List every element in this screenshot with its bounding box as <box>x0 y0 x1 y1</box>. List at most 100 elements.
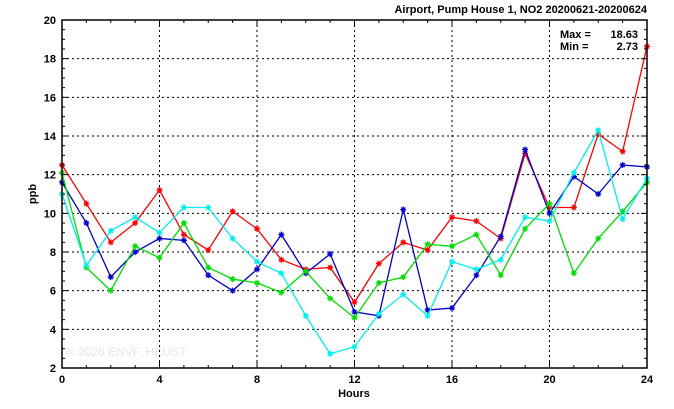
data-point <box>424 241 431 248</box>
min-value: 2.73 <box>617 41 638 53</box>
data-point <box>449 305 455 312</box>
data-point <box>83 220 90 226</box>
tick-marks <box>61 19 648 369</box>
data-point <box>132 214 139 221</box>
data-point <box>107 287 114 294</box>
data-point <box>156 235 163 242</box>
y-tick-label: 4 <box>50 324 57 336</box>
data-point <box>302 312 309 319</box>
data-point <box>205 247 212 254</box>
data-point <box>205 264 212 271</box>
y-tick-label: 2 <box>50 363 56 375</box>
data-point <box>107 274 114 281</box>
x-tick-label: 12 <box>348 374 360 386</box>
x-tick-label: 24 <box>641 374 654 386</box>
data-point <box>400 274 407 281</box>
data-point <box>400 291 407 298</box>
data-point <box>522 225 529 232</box>
y-tick-label: 18 <box>44 54 56 66</box>
data-point <box>83 200 90 207</box>
data-point <box>278 256 285 263</box>
x-tick-label: 8 <box>254 374 260 386</box>
data-point <box>595 235 602 242</box>
y-tick-label: 8 <box>50 247 56 259</box>
data-point <box>156 187 163 194</box>
x-tick-label: 20 <box>543 374 555 386</box>
data-point <box>254 258 260 265</box>
series-1 <box>59 43 650 306</box>
data-point <box>449 258 455 265</box>
x-axis-label: Hours <box>338 388 370 400</box>
data-point <box>424 312 431 319</box>
data-point <box>229 276 236 283</box>
data-point <box>327 295 334 302</box>
data-point <box>497 272 504 279</box>
data-point <box>351 343 358 350</box>
data-point <box>156 229 163 236</box>
y-tick-label: 20 <box>44 15 56 27</box>
data-point <box>327 264 334 271</box>
data-point <box>546 204 553 211</box>
data-point <box>424 247 431 254</box>
y-tick-label: 14 <box>44 131 57 143</box>
data-point <box>570 204 577 211</box>
x-tick-label: 16 <box>446 374 458 386</box>
x-tick-labels: 0 4 8 12 16 20 24 <box>59 374 654 386</box>
data-point <box>473 272 480 279</box>
data-point <box>132 243 139 250</box>
data-point <box>473 266 480 273</box>
data-point <box>375 310 382 317</box>
data-point <box>180 237 187 244</box>
data-point <box>473 218 480 225</box>
data-point <box>180 204 187 211</box>
data-point <box>595 191 602 197</box>
data-point <box>278 231 285 238</box>
data-point <box>595 127 602 134</box>
data-point <box>375 260 382 267</box>
data-point <box>107 239 114 246</box>
data-point <box>351 314 358 321</box>
data-point <box>619 162 626 168</box>
data-point <box>180 231 187 238</box>
data-point <box>278 289 285 296</box>
data-point <box>278 270 285 277</box>
data-point <box>327 250 334 257</box>
data-point <box>570 173 577 180</box>
data-point <box>254 225 260 232</box>
data-point <box>497 256 504 263</box>
data-point <box>522 146 529 153</box>
data-point <box>400 206 407 213</box>
data-point <box>180 220 187 226</box>
data-point <box>546 218 553 225</box>
data-point <box>254 266 260 273</box>
data-point <box>351 299 358 306</box>
min-label: Min = <box>560 41 588 53</box>
series-2 <box>59 146 650 319</box>
data-point <box>83 262 90 269</box>
data-point <box>107 227 114 234</box>
data-point <box>473 231 480 238</box>
data-point <box>546 210 553 217</box>
y-tick-label: 10 <box>44 208 56 220</box>
data-point <box>229 208 236 215</box>
max-label: Max = <box>560 29 591 41</box>
y-tick-label: 12 <box>44 170 56 182</box>
y-tick-labels: 2 4 6 8 10 12 14 16 18 20 <box>44 15 57 375</box>
data-point <box>327 350 334 357</box>
data-point <box>205 272 212 279</box>
data-point <box>254 279 260 286</box>
data-point <box>497 233 504 240</box>
y-tick-label: 16 <box>44 92 56 104</box>
data-point <box>351 308 358 315</box>
y-tick-label: 6 <box>50 286 56 298</box>
series-3 <box>59 169 650 321</box>
data-point <box>156 254 163 261</box>
data-point <box>522 150 529 157</box>
data-point <box>205 204 212 211</box>
data-point <box>546 200 553 207</box>
data-point <box>619 216 626 223</box>
data-point <box>570 270 577 277</box>
chart-title: Airport, Pump House 1, NO2 20200621-2020… <box>394 4 647 16</box>
data-point <box>132 249 139 255</box>
